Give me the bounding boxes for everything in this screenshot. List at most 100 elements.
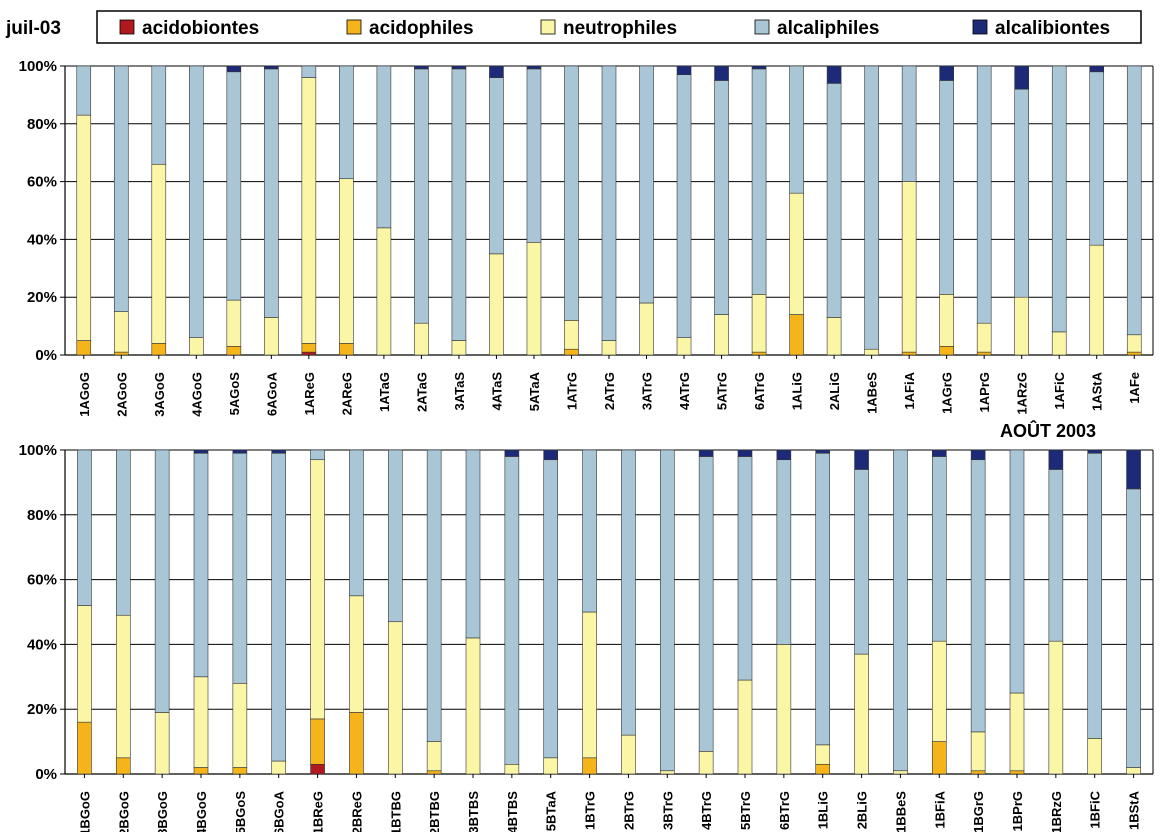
bar-segment-alcaliphiles xyxy=(699,456,713,751)
x-tick-label: 1AFiC xyxy=(1052,371,1067,409)
bar-segment-alcalibiontes xyxy=(264,66,278,69)
bar-segment-alcaliphiles xyxy=(505,456,519,764)
x-tick-label: 4BTrG xyxy=(699,791,714,830)
x-tick-label: 5ATrG xyxy=(715,372,730,410)
bar-segment-alcaliphiles xyxy=(233,453,247,683)
bar-segment-neutrophiles xyxy=(715,315,729,355)
bar-segment-neutrophiles xyxy=(1090,245,1104,355)
x-tick-label: 3ATrG xyxy=(640,372,655,410)
bar-segment-alcalibiontes xyxy=(816,450,830,453)
bar-segment-neutrophiles xyxy=(77,115,91,340)
bar-segment-neutrophiles xyxy=(738,680,752,774)
bar-segment-neutrophiles xyxy=(227,300,241,346)
bar-segment-neutrophiles xyxy=(1088,738,1102,774)
chart-title-juil-03: juil-03 xyxy=(5,18,61,39)
legend-label-acidobiontes: acidobiontes xyxy=(142,18,259,39)
bar-segment-acidophiles xyxy=(1010,771,1024,774)
bar-segment-neutrophiles xyxy=(544,758,558,774)
bar-segment-neutrophiles xyxy=(699,751,713,774)
bar-segment-alcaliphiles xyxy=(466,450,480,638)
y-tick-label: 0% xyxy=(35,347,57,364)
bar-segment-acidophiles xyxy=(152,343,166,355)
bar-segment-acidophiles xyxy=(77,341,91,355)
bar-segment-neutrophiles xyxy=(621,735,635,774)
bar-segment-neutrophiles xyxy=(489,254,503,355)
bar-segment-alcaliphiles xyxy=(77,450,91,606)
x-tick-label: 2ATaG xyxy=(414,372,429,412)
bar-segment-alcaliphiles xyxy=(1010,450,1024,693)
bar-segment-alcaliphiles xyxy=(311,450,325,460)
bar-segment-alcaliphiles xyxy=(194,453,208,677)
y-tick-label: 40% xyxy=(27,636,57,653)
bar-segment-alcalibiontes xyxy=(738,450,752,456)
bar-segment-alcalibiontes xyxy=(527,66,541,69)
x-tick-label: 4ATaS xyxy=(489,372,504,411)
bar-segment-alcaliphiles xyxy=(602,66,616,341)
chart-juil-03: 0% 20% 40% 60% 80% 100% 1AGoG 2AGoG 3AGoG 4AGoG 5A… xyxy=(19,58,1153,417)
bar-segment-alcaliphiles xyxy=(932,456,946,641)
bar-segment-alcaliphiles xyxy=(377,66,391,228)
bar-segment-acidophiles xyxy=(227,346,241,355)
x-tick-label: 5AGoS xyxy=(227,372,242,416)
y-tick-label: 0% xyxy=(35,766,57,783)
x-tick-label: 1BBeS xyxy=(893,791,908,832)
x-tick-label: 1AFiA xyxy=(902,371,917,409)
bar-segment-alcalibiontes xyxy=(272,450,286,453)
legend-swatch-acidophiles xyxy=(347,20,361,34)
bar-segment-alcaliphiles xyxy=(738,456,752,680)
y-tick-label: 60% xyxy=(27,174,57,191)
legend-swatch-alcalibiontes xyxy=(973,20,987,34)
bar-segment-alcalibiontes xyxy=(971,450,985,460)
bar-segment-acidophiles xyxy=(349,712,363,774)
x-tick-label: 1APrG xyxy=(977,372,992,412)
x-tick-label: 3BGoG xyxy=(155,791,170,832)
bar-segment-acidophiles xyxy=(77,722,91,774)
bar-segment-acidophiles xyxy=(427,771,441,774)
x-tick-label: 6BGoA xyxy=(272,790,287,832)
bar-segment-alcaliphiles xyxy=(855,469,869,654)
x-tick-label: 1AStA xyxy=(1090,371,1105,411)
bar-segment-acidophiles xyxy=(940,346,954,355)
bar-segment-alcaliphiles xyxy=(940,80,954,294)
bar-segment-neutrophiles xyxy=(564,320,578,349)
bar-segment-alcaliphiles xyxy=(302,66,316,78)
bar-segment-alcalibiontes xyxy=(452,66,466,69)
x-tick-label: 1BGoG xyxy=(77,791,92,832)
bar-segment-neutrophiles xyxy=(466,638,480,774)
bar-segment-neutrophiles xyxy=(977,323,991,352)
bar-segment-acidophiles xyxy=(816,764,830,774)
legend-label-neutrophiles: neutrophiles xyxy=(563,18,677,39)
bar-segment-neutrophiles xyxy=(855,654,869,774)
bar-segment-alcaliphiles xyxy=(116,450,130,615)
bar-segment-alcaliphiles xyxy=(349,450,363,596)
bar-segment-acidophiles xyxy=(1127,352,1141,355)
bar-segment-alcaliphiles xyxy=(660,450,674,771)
bar-segment-neutrophiles xyxy=(677,338,691,355)
x-tick-label: 5BTrG xyxy=(738,791,753,830)
x-tick-label: 4ATrG xyxy=(677,372,692,410)
bar-segment-alcaliphiles xyxy=(902,66,916,182)
bar-segment-alcaliphiles xyxy=(1015,89,1029,297)
bar-segment-acidophiles xyxy=(790,315,804,355)
bar-segment-neutrophiles xyxy=(272,761,286,774)
x-tick-label: 1ARzG xyxy=(1015,372,1030,415)
x-tick-label: 1ALiG xyxy=(790,372,805,410)
x-tick-label: 4AGoG xyxy=(189,372,204,417)
bar-segment-alcaliphiles xyxy=(339,66,353,179)
x-tick-label: 3BTBS xyxy=(466,791,481,832)
bar-segment-alcaliphiles xyxy=(621,450,635,735)
bar-segment-alcaliphiles xyxy=(827,83,841,317)
bar-segment-alcalibiontes xyxy=(827,66,841,83)
bar-segment-alcaliphiles xyxy=(264,69,278,318)
bar-segment-neutrophiles xyxy=(640,303,654,355)
x-tick-label: 2AReG xyxy=(339,372,354,415)
bar-segment-alcaliphiles xyxy=(77,66,91,115)
y-tick-label: 40% xyxy=(27,231,57,248)
x-tick-label: 1BLiG xyxy=(816,791,831,829)
bar-segment-alcalibiontes xyxy=(1090,66,1104,72)
bar-segment-alcalibiontes xyxy=(715,66,729,80)
bar-segment-acidophiles xyxy=(339,343,353,355)
bar-segment-alcaliphiles xyxy=(865,66,879,349)
y-tick-label: 60% xyxy=(27,572,57,589)
x-tick-label: 1ABeS xyxy=(865,372,880,414)
